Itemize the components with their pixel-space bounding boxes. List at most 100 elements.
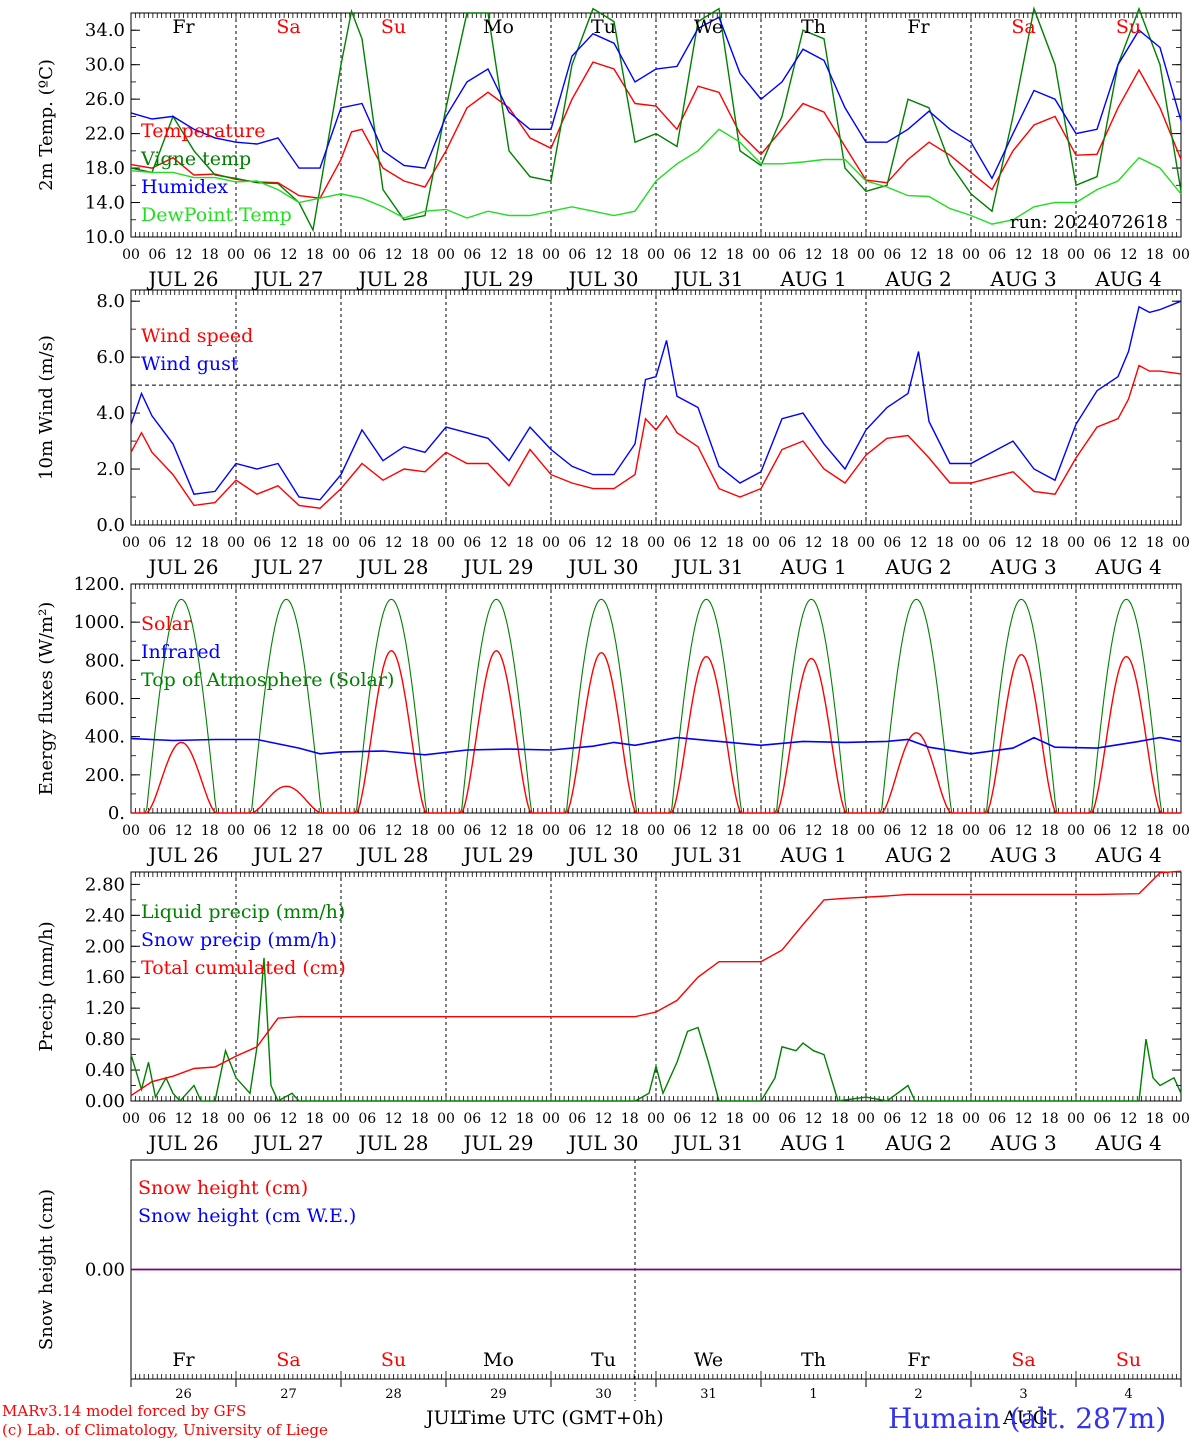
date-label: JUL 27 <box>252 267 324 291</box>
date-label: AUG 3 <box>989 267 1056 291</box>
hour-tick-label: 06 <box>568 535 586 551</box>
hour-tick-label: 00 <box>437 535 455 551</box>
hour-tick-label: 00 <box>647 247 665 263</box>
day-abbr-label: Sa <box>276 1349 300 1371</box>
legend-entry: Top of Atmosphere (Solar) <box>141 669 394 691</box>
date-label: JUL 31 <box>672 1131 744 1155</box>
day-abbr-label: We <box>694 1349 723 1371</box>
hour-tick-label: 00 <box>857 535 875 551</box>
date-label: JUL 27 <box>252 843 324 867</box>
hour-tick-label: 18 <box>516 823 534 839</box>
hour-tick-label: 00 <box>1172 1111 1190 1127</box>
day-number-label: 29 <box>490 1387 507 1402</box>
series-liquid-precip-mm-h <box>130 957 1182 1103</box>
y-tick-label: 22.0 <box>85 124 125 145</box>
legend-entry: Infrared <box>141 641 221 663</box>
hour-tick-label: 00 <box>542 535 560 551</box>
hour-tick-label: 06 <box>778 1111 796 1127</box>
hour-tick-label: 12 <box>490 535 508 551</box>
hour-tick-label: 18 <box>516 1111 534 1127</box>
hour-tick-label: 06 <box>253 823 271 839</box>
hour-tick-label: 18 <box>621 1111 639 1127</box>
day-number-label: 31 <box>700 1387 717 1402</box>
hour-tick-label: 06 <box>988 535 1006 551</box>
hour-tick-label: 00 <box>1172 823 1190 839</box>
date-label: JUL 28 <box>357 555 429 579</box>
date-label: AUG 1 <box>779 1131 846 1155</box>
hour-tick-label: 06 <box>1093 1111 1111 1127</box>
hour-tick-label: 18 <box>936 247 954 263</box>
hour-tick-label: 18 <box>306 535 324 551</box>
hour-tick-label: 00 <box>332 1111 350 1127</box>
hour-tick-label: 00 <box>227 1111 245 1127</box>
hour-tick-label: 18 <box>1146 535 1164 551</box>
y-tick-label: 4.0 <box>96 403 125 424</box>
hour-tick-label: 06 <box>568 1111 586 1127</box>
day-abbr-label: Fr <box>907 1349 930 1371</box>
y-tick-label: 400. <box>85 727 125 748</box>
hour-tick-label: 18 <box>1146 823 1164 839</box>
hour-tick-label: 06 <box>358 535 376 551</box>
day-abbr-label: Mo <box>483 1349 514 1371</box>
hour-tick-label: 00 <box>227 823 245 839</box>
y-tick-label: 14.0 <box>85 193 125 214</box>
hour-tick-label: 12 <box>805 823 823 839</box>
series-wind-gust <box>130 300 1182 501</box>
series-infrared <box>130 736 1182 756</box>
date-label: AUG 4 <box>1094 1131 1161 1155</box>
hour-tick-label: 12 <box>280 247 298 263</box>
panel-wind: 0.0 2.0 4.0 6.0 8.0 10m Wind (m/s) Wind speed W… <box>36 289 1190 579</box>
series-humidex <box>130 16 1182 180</box>
day-number-label: 26 <box>175 1387 192 1402</box>
y-axis-title: Precip (mm/h) <box>36 921 57 1051</box>
hour-tick-label: 06 <box>778 535 796 551</box>
day-abbr-label: Th <box>801 1349 826 1371</box>
day-abbr-label: We <box>694 16 723 38</box>
hour-tick-label: 06 <box>1093 535 1111 551</box>
hour-tick-label: 18 <box>831 247 849 263</box>
hour-tick-label: 18 <box>621 823 639 839</box>
hour-tick-label: 00 <box>1067 535 1085 551</box>
date-label: JUL 29 <box>462 843 534 867</box>
hour-tick-label: 18 <box>726 247 744 263</box>
y-tick-label: 2.80 <box>85 874 125 895</box>
hour-tick-label: 12 <box>175 823 193 839</box>
hour-tick-label: 18 <box>936 1111 954 1127</box>
y-tick-label: 10.0 <box>85 227 125 248</box>
hour-tick-label: 18 <box>726 1111 744 1127</box>
hour-tick-label: 06 <box>463 247 481 263</box>
hour-tick-label: 12 <box>595 1111 613 1127</box>
hour-tick-label: 00 <box>752 1111 770 1127</box>
hour-tick-label: 00 <box>332 247 350 263</box>
hour-tick-label: 00 <box>122 1111 140 1127</box>
hour-tick-label: 06 <box>673 823 691 839</box>
hour-tick-label: 00 <box>647 535 665 551</box>
date-label: JUL 28 <box>357 1131 429 1155</box>
day-abbr-label: Fr <box>907 16 930 38</box>
y-axis-title: Energy fluxes (W/m²) <box>36 602 57 796</box>
hour-tick-label: 00 <box>122 247 140 263</box>
hour-tick-label: 18 <box>936 823 954 839</box>
y-tick-label: 0.00 <box>85 1091 125 1112</box>
y-tick-label: 0.80 <box>85 1029 125 1050</box>
meteogram-panels: 10.014.018.022.026.030.034.02m Temp. (ºC… <box>36 6 1190 1402</box>
hour-tick-label: 06 <box>253 535 271 551</box>
hour-tick-label: 00 <box>752 535 770 551</box>
hour-tick-label: 12 <box>910 247 928 263</box>
legend-entry: Wind speed <box>141 325 253 347</box>
date-label: AUG 3 <box>989 555 1056 579</box>
hour-tick-label: 18 <box>306 1111 324 1127</box>
legend-entry: Snow height (cm W.E.) <box>138 1205 356 1227</box>
date-label: JUL 29 <box>462 267 534 291</box>
date-label: AUG 2 <box>884 555 951 579</box>
hour-tick-label: 00 <box>437 1111 455 1127</box>
hour-tick-label: 18 <box>411 1111 429 1127</box>
date-label: JUL 30 <box>567 555 639 579</box>
hour-tick-label: 06 <box>148 823 166 839</box>
hour-tick-label: 12 <box>385 823 403 839</box>
hour-tick-label: 00 <box>857 1111 875 1127</box>
day-abbr-label: Th <box>801 16 826 38</box>
hour-tick-label: 06 <box>253 247 271 263</box>
hour-tick-label: 06 <box>673 1111 691 1127</box>
hour-tick-label: 18 <box>306 247 324 263</box>
